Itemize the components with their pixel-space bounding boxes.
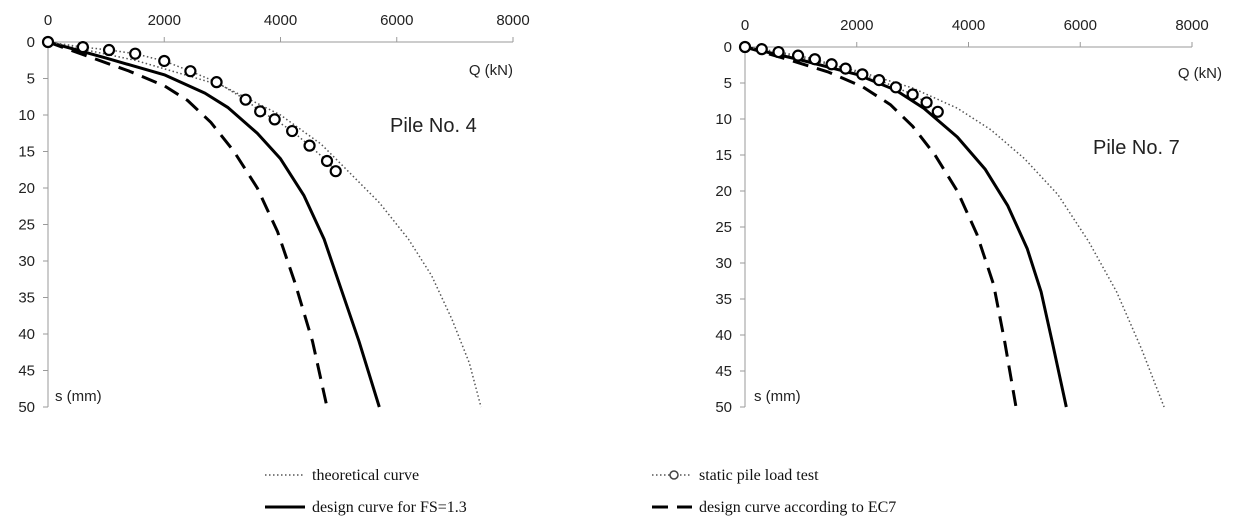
data-point-static_test [320,154,334,168]
chart-title: Pile No. 4 [390,115,477,137]
x-tick-label: 6000 [380,12,413,29]
x-axis-label: Q (kN) [1178,65,1222,82]
data-point-static_test [931,105,944,118]
y-tick-label: 50 [18,399,35,416]
data-point-static_test [839,62,852,75]
y-tick-label: 45 [18,363,35,380]
data-point-static_test [872,74,886,87]
legend-label: static pile load test [699,467,819,484]
data-point-static_test [920,96,933,109]
y-tick-label: 40 [18,326,35,343]
y-tick-label: 30 [18,253,35,270]
y-tick-label: 15 [715,147,732,164]
y-axis-label: s (mm) [55,388,102,405]
data-point-static_test [210,76,223,89]
data-point-static_test [158,54,171,68]
x-tick-label: 8000 [496,12,529,29]
x-tick-label: 4000 [952,17,985,34]
legend-label: design curve according to EC7 [699,499,896,516]
y-tick-label: 5 [27,71,35,88]
series-line-design_ec7 [744,45,1018,408]
data-point-static_test [329,165,342,178]
data-point-static_test [825,58,838,71]
data-point-static_test [254,105,267,118]
data-point-static_test [808,53,821,66]
series-line-static_test [47,41,337,172]
x-tick-label: 2000 [148,12,181,29]
y-tick-label: 20 [715,183,732,200]
legend-item-static_test: static pile load test [652,467,819,484]
y-tick-label: 50 [715,399,732,416]
y-tick-label: 20 [18,180,35,197]
data-point-static_test [889,81,902,94]
data-point-static_test [129,47,142,60]
y-tick-label: 40 [715,327,732,344]
data-point-static_test [738,40,752,54]
y-tick-label: 10 [715,111,732,128]
data-point-static_test [41,35,55,49]
data-point-static_test [772,45,785,59]
x-tick-label: 8000 [1175,17,1208,34]
series-line-design_ec7 [47,40,329,408]
x-tick-label: 4000 [264,12,297,29]
chart-pile-7: 0 2000 4000 6000 8000 0 5 10 15 20 25 30 35 40 45 50 Q (… [715,17,1222,416]
legend-label: theoretical curve [312,467,419,484]
data-point-static_test [791,49,805,62]
data-point-static_test [76,41,89,54]
data-point-static_test [268,113,281,126]
series-line-design_fs [47,40,381,408]
y-tick-label: 45 [715,363,732,380]
y-tick-label: 25 [715,219,732,236]
chart-pile-4: 0 2000 4000 6000 8000 0 5 10 15 20 25 30 35 40 45 50 Q (… [18,12,529,416]
y-tick-label: 5 [724,75,732,92]
data-point-static_test [286,124,299,138]
y-axis-label: s (mm) [754,388,801,405]
y-tick-label: 35 [715,291,732,308]
data-point-static_test [184,65,197,78]
series-line-theoretical [47,41,482,408]
data-point-static_test [856,68,869,81]
legend: theoretical curve static pile load test de… [265,467,896,516]
y-tick-label: 30 [715,255,732,272]
series-line-design_fs [744,45,1068,408]
y-tick-label: 15 [18,144,35,161]
legend-item-theoretical: theoretical curve [265,467,419,484]
data-point-static_test [303,139,316,152]
legend-item-design_ec7: design curve according to EC7 [652,499,896,516]
data-point-static_test [755,43,768,56]
legend-marker [669,470,679,480]
x-tick-label: 0 [44,12,52,29]
y-tick-label: 0 [27,34,35,51]
y-tick-label: 35 [18,290,35,307]
x-tick-label: 6000 [1064,17,1097,34]
x-tick-label: 0 [741,17,749,34]
data-point-static_test [906,88,919,101]
x-axis-label: Q (kN) [469,62,513,79]
legend-label: design curve for FS=1.3 [312,499,467,516]
legend-item-design_fs: design curve for FS=1.3 [265,499,467,516]
data-point-static_test [239,93,252,106]
y-tick-label: 10 [18,107,35,124]
x-tick-label: 2000 [840,17,873,34]
y-tick-label: 0 [724,39,732,56]
series-line-theoretical [744,46,1165,408]
chart-title: Pile No. 7 [1093,137,1180,159]
y-tick-label: 25 [18,217,35,234]
data-point-static_test [102,43,116,57]
